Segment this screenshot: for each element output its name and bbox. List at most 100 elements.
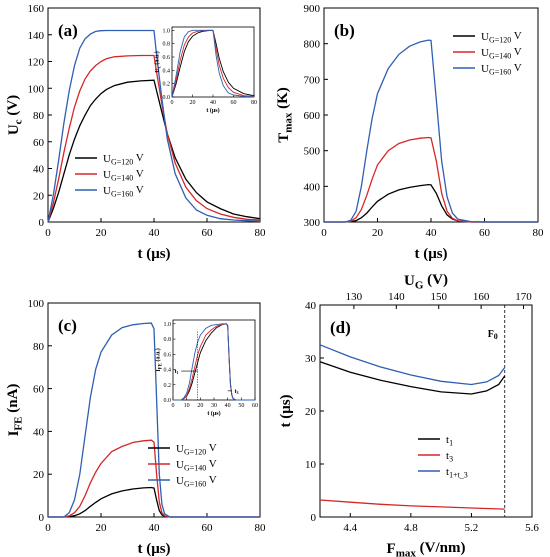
y-tick-label: 900 (304, 3, 321, 15)
y-axis-label: Tmax​ (K) (275, 87, 295, 143)
panel-a: 0 20 40 60 80 0 20 40 60 80 100 120 140 160 t (μs) Uc​ … (5, 3, 266, 262)
legend-entry: UG=160​ V (103, 184, 144, 198)
y-axis-label: t (μs) (278, 394, 294, 427)
x-axis-label: t (μs) (414, 246, 447, 262)
top-tick-label: 160 (473, 291, 490, 303)
inset-x-axis-label: t (μs) (206, 107, 219, 114)
y-tick-label: 40 (305, 300, 317, 312)
y-axis-label: Uc​ (V) (5, 95, 25, 135)
series-line-3 (319, 344, 506, 386)
x-tick-label: 20 (96, 227, 108, 239)
y-tick-label: 100 (28, 83, 45, 95)
y-tick-label: 40 (33, 164, 45, 176)
y-tick-label: 60 (33, 137, 45, 149)
inset-x-tick-label: 50 (238, 403, 244, 409)
x-tick-label: 60 (479, 227, 491, 239)
y-tick-label: 400 (304, 181, 321, 193)
inset-series-line-3 (173, 323, 255, 401)
series-line-3 (324, 39, 538, 223)
f0-marker-label: F0​ (488, 329, 498, 341)
panel-label: (d) (330, 318, 351, 337)
x-tick-label: 20 (96, 522, 108, 534)
x-tick-label: 40 (426, 227, 438, 239)
x-tick-label: 80 (255, 522, 267, 534)
y-tick-label: 700 (304, 74, 321, 86)
series-line-2 (324, 136, 538, 223)
inset-y-tick-label: 0.0 (163, 95, 171, 101)
inset-y-tick-label: 0.4 (163, 68, 171, 74)
inset: 0 10 20 30 40 50 60 0.0 0.2 0.4 0.6 0.8 1.0 t (μs) IFE… (155, 319, 258, 417)
legend-entry: UG=120​ V (176, 442, 217, 456)
inset-series-line-3 (171, 29, 255, 98)
x-tick-label: 0 (45, 522, 51, 534)
top-axis-label: UG​ (V) (404, 272, 448, 292)
series-line-1 (47, 79, 261, 223)
inset-x-tick-label: 40 (225, 403, 231, 409)
inset-y-tick-label: 0.2 (164, 383, 172, 389)
x-tick-label: 5.6 (525, 522, 539, 534)
legend-entry: UG=140​ V (481, 46, 522, 60)
x-tick-label: 40 (149, 522, 161, 534)
legend-entry: UG=140​ V (176, 458, 217, 472)
y-tick-label: 0 (311, 512, 317, 524)
inset-y-axis-label: IFE​ (a.u.) (155, 348, 164, 372)
inset-x-tick-label: 20 (197, 403, 203, 409)
y-tick-label: 160 (28, 3, 45, 15)
inset-x-tick-label: 30 (211, 403, 217, 409)
top-tick-label: 130 (346, 291, 363, 303)
y-tick-label: 30 (305, 353, 317, 365)
legend: UG=120​ V UG=140​ V UG=160​ V (453, 30, 522, 76)
inset-y-tick-label: 0.8 (163, 42, 171, 48)
series-line-1 (324, 183, 538, 223)
inset-x-tick-label: 20 (190, 100, 196, 106)
y-axis-label: IFE​ (nA) (5, 384, 25, 437)
inset-y-tick-label: 1.0 (163, 28, 171, 34)
y-tick-label: 140 (28, 30, 45, 42)
legend-entry: UG=120​ V (481, 30, 522, 44)
y-tick-label: 20 (33, 469, 45, 481)
panel-d: 4.4 4.8 5.2 5.6 0 10 20 30 40 Fmax​ (V/nm) t (μs) 1… (278, 272, 539, 557)
legend-entry: t1​ (446, 434, 453, 447)
y-tick-label: 600 (304, 110, 321, 122)
y-tick-label: 0 (39, 512, 45, 524)
inset-x-tick-label: 0 (172, 403, 175, 409)
series-line-2 (48, 439, 260, 518)
panel-label: (a) (58, 21, 78, 40)
inset-y-tick-label: 0.4 (164, 368, 172, 374)
legend-entry: UG=160​ V (176, 474, 217, 488)
inset-y-tick-label: 0.8 (164, 337, 172, 343)
panel-label: (b) (334, 21, 355, 40)
legend-entry: t3​ (446, 450, 453, 463)
x-tick-label: 0 (321, 227, 327, 239)
y-tick-label: 80 (33, 341, 45, 353)
y-tick-label: 20 (305, 406, 317, 418)
inset-x-tick-label: 60 (231, 100, 237, 106)
legend-entry: UG=140​ V (103, 168, 144, 182)
x-tick-label: 20 (372, 227, 384, 239)
y-tick-label: 800 (304, 39, 321, 51)
inset-y-tick-label: 0.0 (164, 398, 172, 404)
t1-label: t1​ (174, 369, 178, 375)
series-line-2 (47, 54, 261, 223)
x-tick-label: 80 (533, 227, 545, 239)
legend: UG=120​ V UG=140​ V UG=160​ V (148, 442, 217, 488)
legend: t1​ t3​ t1+t_3​ (418, 434, 468, 479)
x-tick-label: 60 (202, 522, 214, 534)
series-line-3 (48, 322, 260, 518)
x-tick-label: 4.8 (404, 522, 418, 534)
x-tick-label: 5.2 (465, 522, 479, 534)
x-tick-label: 80 (255, 227, 267, 239)
y-tick-label: 0 (39, 217, 45, 229)
t3-label: t3​ (235, 389, 239, 395)
series-line-1 (48, 486, 260, 518)
x-tick-label: 40 (149, 227, 161, 239)
panel-label: (c) (58, 316, 77, 335)
inset-x-tick-label: 60 (252, 403, 258, 409)
inset-y-tick-label: 0.6 (164, 352, 172, 358)
top-tick-label: 170 (515, 291, 532, 303)
inset-x-tick-label: 10 (184, 403, 190, 409)
x-tick-label: 60 (202, 227, 214, 239)
x-tick-label: 4.4 (343, 522, 357, 534)
series-line-2 (319, 499, 505, 510)
